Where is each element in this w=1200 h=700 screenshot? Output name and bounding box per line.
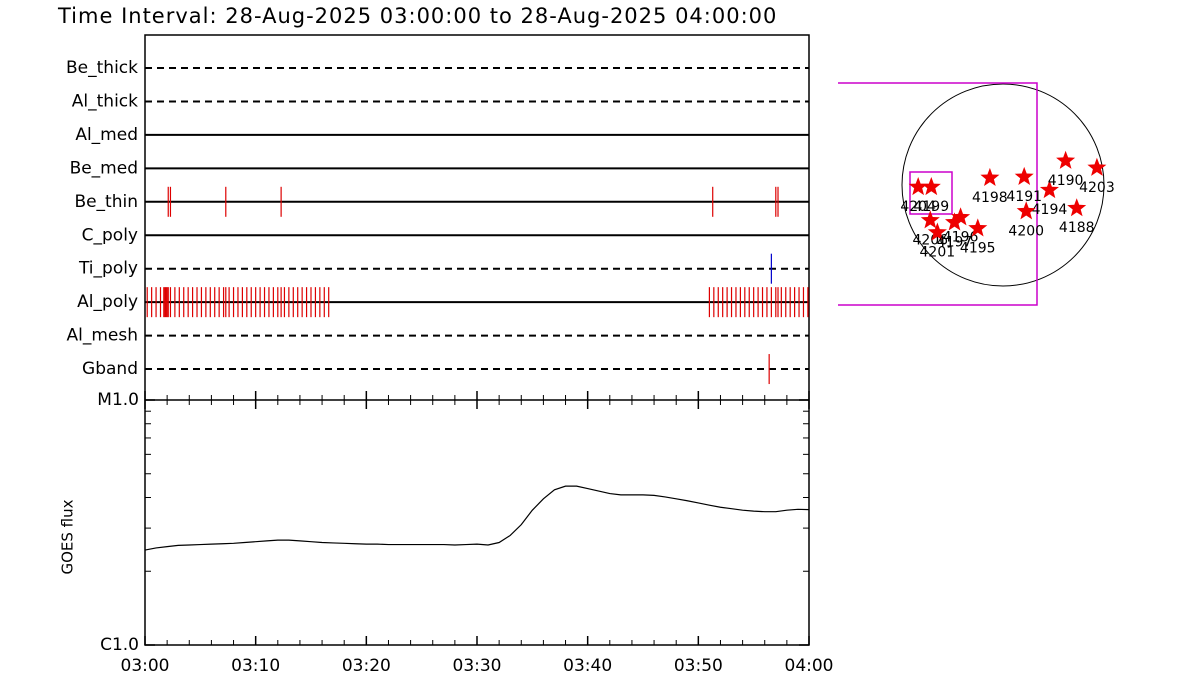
y-axis-label: GOES flux [59,499,77,574]
x-tick-label: 03:10 [231,656,280,676]
region-label: 4197 [937,234,973,250]
region-star [921,177,941,196]
region-star [1067,198,1087,217]
flux-line [144,485,810,551]
region-label: 4195 [960,240,996,256]
row-label: Al_thick [72,91,138,111]
region-label: 4191 [1006,189,1042,205]
region-star [920,210,940,229]
region-star [945,212,964,231]
row-label: Al_poly [77,292,138,312]
region-star [1087,157,1107,176]
region-star [980,167,1000,186]
row-label: Be_med [70,158,138,178]
region-label: 4200 [1008,223,1044,239]
x-tick-label: 03:40 [563,656,612,676]
x-tick-label: 03:00 [121,656,170,676]
row-label: Al_mesh [66,326,138,346]
x-tick-label: 03:20 [342,656,391,676]
y-tick-label: C1.0 [100,635,139,655]
row-label: Ti_poly [78,259,138,279]
region-label: 4203 [1079,180,1115,196]
row-label: Gband [82,359,138,379]
region-star [908,177,928,196]
row-label: C_poly [82,225,138,245]
region-label: 4190 [1048,173,1084,189]
row-label: Be_thin [74,192,138,212]
region-star [1056,150,1076,169]
y-tick-label: M1.0 [97,390,139,410]
region-label: 4199 [913,199,949,215]
region-star [951,207,971,226]
region-star [927,222,947,241]
region-label: 4196 [943,229,979,245]
region-label: 4194 [1032,202,1068,218]
region-label: 4198 [972,190,1008,206]
x-tick-label: 03:30 [453,656,502,676]
x-tick-label: 04:00 [785,656,834,676]
region-star [1014,166,1034,185]
region-label: 4204 [900,199,936,215]
row-label: Be_thick [66,58,138,78]
region-label: 4201 [920,244,956,260]
plot-frame [144,34,810,646]
region-label: 4188 [1059,220,1095,236]
region-star [968,218,988,237]
title: Time Interval: 28-Aug-2025 03:00:00 to 2… [57,4,777,28]
zoom-connector [838,82,1038,306]
region-star [1039,180,1059,199]
solar-disk [901,83,1105,287]
x-tick-label: 03:50 [674,656,723,676]
region-star [1016,201,1036,220]
row-label: Al_med [75,125,138,145]
